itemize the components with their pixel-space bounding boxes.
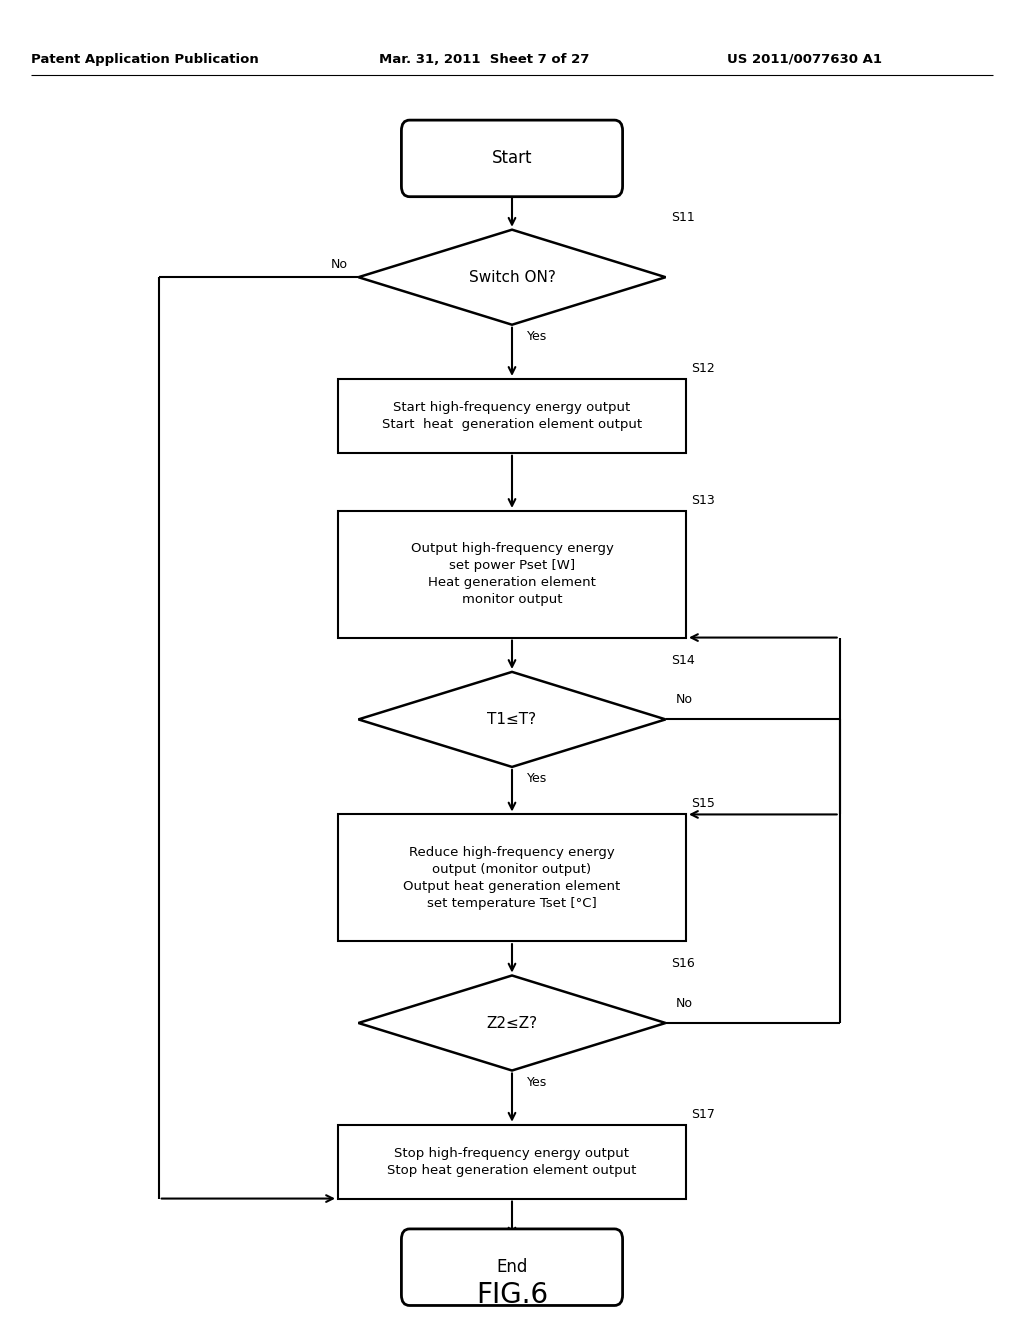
Text: Z2≤Z?: Z2≤Z?	[486, 1015, 538, 1031]
Bar	[338, 379, 686, 453]
Text: Output high-frequency energy
set power Pset [W]
Heat generation element
monitor : Output high-frequency energy set power P…	[411, 543, 613, 606]
Text: S15: S15	[691, 797, 715, 810]
Text: Yes: Yes	[527, 330, 548, 343]
Text: S17: S17	[691, 1107, 715, 1121]
Text: No: No	[676, 997, 693, 1010]
Bar	[338, 814, 686, 941]
Bar	[338, 1125, 686, 1199]
Text: US 2011/0077630 A1: US 2011/0077630 A1	[727, 53, 882, 66]
Text: Start high-frequency energy output
Start  heat  generation element output: Start high-frequency energy output Start…	[382, 401, 642, 430]
Text: T1≤T?: T1≤T?	[487, 711, 537, 727]
Text: Start: Start	[492, 149, 532, 168]
Text: Stop high-frequency energy output
Stop heat generation element output: Stop high-frequency energy output Stop h…	[387, 1147, 637, 1176]
Text: FIG.6: FIG.6	[476, 1282, 548, 1309]
Text: S13: S13	[691, 494, 715, 507]
Text: Yes: Yes	[527, 772, 548, 785]
Text: Reduce high-frequency energy
output (monitor output)
Output heat generation elem: Reduce high-frequency energy output (mon…	[403, 846, 621, 909]
Text: Yes: Yes	[527, 1076, 548, 1089]
Bar	[338, 511, 686, 638]
FancyBboxPatch shape	[401, 120, 623, 197]
Text: Mar. 31, 2011  Sheet 7 of 27: Mar. 31, 2011 Sheet 7 of 27	[379, 53, 589, 66]
Text: End: End	[497, 1258, 527, 1276]
Text: No: No	[676, 693, 693, 706]
Text: No: No	[331, 257, 348, 271]
Polygon shape	[358, 975, 666, 1071]
Text: S11: S11	[671, 211, 694, 224]
Polygon shape	[358, 230, 666, 325]
Text: Switch ON?: Switch ON?	[469, 269, 555, 285]
FancyBboxPatch shape	[401, 1229, 623, 1305]
Text: S16: S16	[671, 957, 694, 970]
Text: Patent Application Publication: Patent Application Publication	[31, 53, 258, 66]
Text: S14: S14	[671, 653, 694, 667]
Text: S12: S12	[691, 362, 715, 375]
Polygon shape	[358, 672, 666, 767]
